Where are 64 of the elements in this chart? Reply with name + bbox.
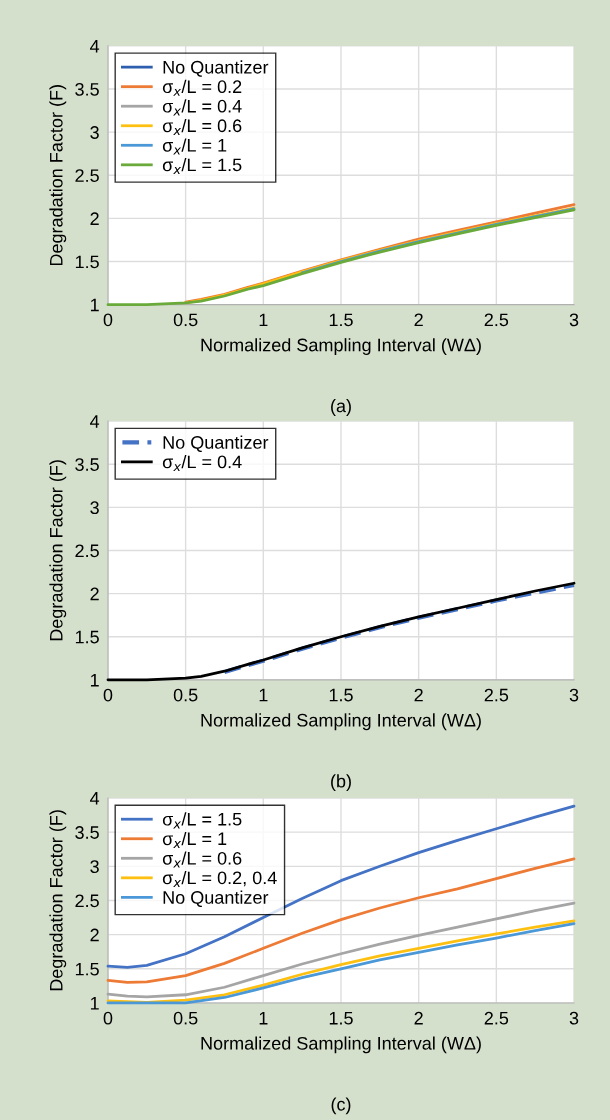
x-tick-label: 1.5	[329, 313, 353, 327]
x-tick-label: 2.5	[484, 313, 509, 327]
y-tick-label: 1	[90, 997, 99, 1010]
x-tick-label: 1	[259, 313, 268, 327]
x-tick-label: 2	[414, 313, 423, 327]
y-tick-label: 4	[90, 792, 100, 805]
y-tick-label: 1	[90, 298, 99, 312]
legend-label: σ$_{x}$/L = 1.5	[162, 812, 242, 829]
x-tick-label: 2	[414, 688, 423, 702]
y-tick-label: 1	[90, 673, 99, 687]
legend-label: σ$_{x}$/L = 0.6	[162, 118, 242, 135]
x-axis-title: Normalized Sampling Interval (WΔ)	[201, 713, 481, 731]
x-tick-label: 2.5	[484, 688, 509, 702]
y-axis-title: Degradation Factor (F)	[49, 460, 67, 641]
x-tick-label: 1	[259, 1011, 268, 1025]
text: (a)	[331, 399, 351, 416]
legend-label: σ$_{x}$/L = 0.2	[162, 79, 242, 96]
x-tick-label: 1.5	[329, 688, 353, 702]
y-tick-label: 3	[90, 860, 99, 874]
y-tick-label: 2.5	[75, 894, 99, 908]
y-tick-label: 3.5	[75, 458, 99, 471]
x-tick-label: 0	[103, 313, 113, 327]
y-tick-label: 2	[90, 928, 99, 942]
legend-label: σ$_{x}$/L = 0.4	[162, 99, 242, 116]
y-tick-label: 3	[90, 501, 99, 515]
x-tick-label: 1	[259, 688, 268, 702]
y-tick-label: 1.5	[75, 255, 99, 269]
x-tick-label: 2.5	[484, 1011, 509, 1025]
legend-label: σ$_{x}$/L = 1	[162, 831, 227, 848]
x-tick-label: 0	[103, 688, 113, 702]
legend-label: σ$_{x}$/L = 0.4	[162, 455, 242, 472]
text: (b)	[331, 774, 351, 792]
y-tick-label: 3	[90, 126, 99, 139]
y-tick-label: 4	[90, 40, 100, 53]
x-tick-label: 3	[569, 688, 579, 702]
legend-label: σ$_{x}$/L = 0.6	[162, 851, 242, 868]
legend-label: No Quantizer	[163, 435, 269, 453]
y-tick-label: 4	[90, 415, 100, 428]
x-tick-label: 3	[569, 313, 579, 327]
y-axis-title: Degradation Factor (F)	[49, 85, 67, 266]
legend-label: No Quantizer	[163, 890, 269, 908]
y-tick-label: 2	[90, 212, 99, 225]
legend-label: σ$_{x}$/L = 1	[162, 138, 227, 155]
x-tick-label: 3	[569, 1011, 579, 1025]
y-tick-label: 2	[90, 587, 99, 601]
legend-label: σ$_{x}$/L = 1.5	[162, 157, 242, 175]
y-tick-label: 1.5	[75, 630, 99, 644]
x-tick-label: 2	[414, 1011, 423, 1025]
x-tick-label: 0.5	[173, 688, 198, 702]
y-tick-label: 2.5	[75, 544, 99, 558]
x-axis-title: Normalized Sampling Interval (WΔ)	[201, 338, 481, 355]
x-tick-label: 0	[103, 1011, 113, 1025]
y-tick-label: 2.5	[75, 169, 99, 182]
legend-label: No Quantizer	[163, 60, 269, 77]
x-axis-title: Normalized Sampling Interval (WΔ)	[201, 1036, 481, 1054]
y-axis-title: Degradation Factor (F)	[49, 810, 67, 991]
y-tick-label: 1.5	[75, 962, 99, 976]
x-tick-label: 0.5	[173, 1011, 198, 1025]
x-tick-label: 0.5	[173, 313, 198, 327]
x-tick-label: 1.5	[329, 1011, 353, 1025]
y-tick-label: 3.5	[75, 826, 99, 839]
y-tick-label: 3.5	[75, 82, 99, 96]
legend-label: σ$_{x}$/L = 0.2, 0.4	[162, 870, 277, 888]
text: (c)	[331, 1097, 351, 1115]
